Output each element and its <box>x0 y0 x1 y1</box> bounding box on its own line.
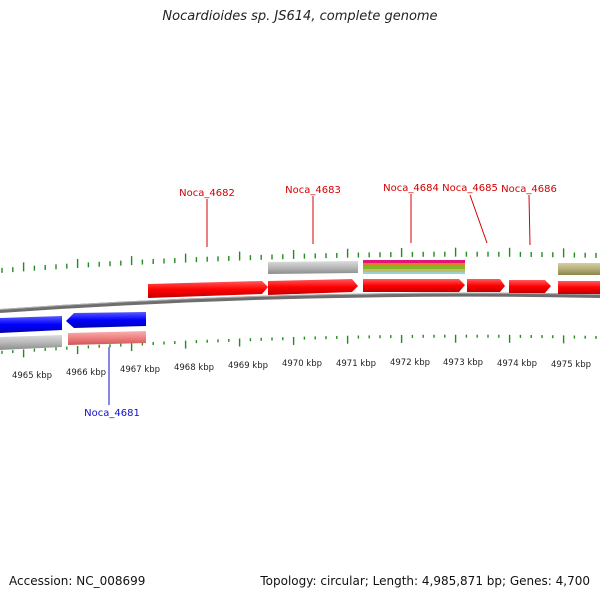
gene-feature-olive[interactable] <box>558 263 600 275</box>
gene-arrow-forward[interactable] <box>363 279 465 292</box>
gene-feature-pink[interactable] <box>68 331 146 345</box>
gene-label[interactable]: Noca_4682 <box>179 188 235 199</box>
gene-feature-multicolor[interactable] <box>363 260 465 274</box>
page-title: Nocardioides sp. JS614, complete genome <box>162 9 438 24</box>
gene-label[interactable]: Noca_4684 <box>383 183 439 194</box>
kbp-label: 4971 kbp <box>336 359 376 369</box>
gene-label[interactable]: Noca_4686 <box>501 184 557 195</box>
kbp-label: 4966 kbp <box>66 368 106 378</box>
kbp-label: 4970 kbp <box>282 359 322 369</box>
gene-label[interactable]: Noca_4681 <box>84 408 140 419</box>
genome-backbone <box>0 292 600 313</box>
kbp-label: 4965 kbp <box>12 371 52 381</box>
label-leaders <box>206 194 531 247</box>
gene-label[interactable]: Noca_4685 <box>442 183 498 194</box>
gene-label[interactable]: Noca_4683 <box>285 185 341 196</box>
reverse-tick-row <box>1 334 597 358</box>
gene-arrow-forward[interactable] <box>558 281 600 294</box>
kbp-label: 4974 kbp <box>497 359 537 369</box>
gene-arrow-forward[interactable] <box>467 279 505 292</box>
kbp-label: 4975 kbp <box>551 360 591 370</box>
kbp-scale: 4965 kbp 4966 kbp 4967 kbp 4968 kbp 4969… <box>12 358 591 381</box>
kbp-label: 4967 kbp <box>120 365 160 375</box>
topology-text: Topology: circular; Length: 4,985,871 bp… <box>260 574 590 588</box>
gene-arrow-reverse[interactable] <box>0 316 62 333</box>
gene-feature-gray[interactable] <box>268 261 358 274</box>
kbp-label: 4973 kbp <box>443 358 483 368</box>
kbp-label: 4972 kbp <box>390 358 430 368</box>
gene-arrow-forward[interactable] <box>268 279 358 295</box>
accession-text: Accession: NC_008699 <box>9 574 146 588</box>
kbp-label: 4969 kbp <box>228 361 268 371</box>
gene-arrow-forward[interactable] <box>148 281 268 298</box>
forward-tick-row <box>1 247 597 273</box>
gene-arrow-forward[interactable] <box>509 280 551 293</box>
gene-feature-gray[interactable] <box>0 335 62 350</box>
gene-arrow-reverse[interactable] <box>66 312 146 328</box>
genome-backbone-highlight <box>0 292 600 310</box>
kbp-label: 4968 kbp <box>174 363 214 373</box>
